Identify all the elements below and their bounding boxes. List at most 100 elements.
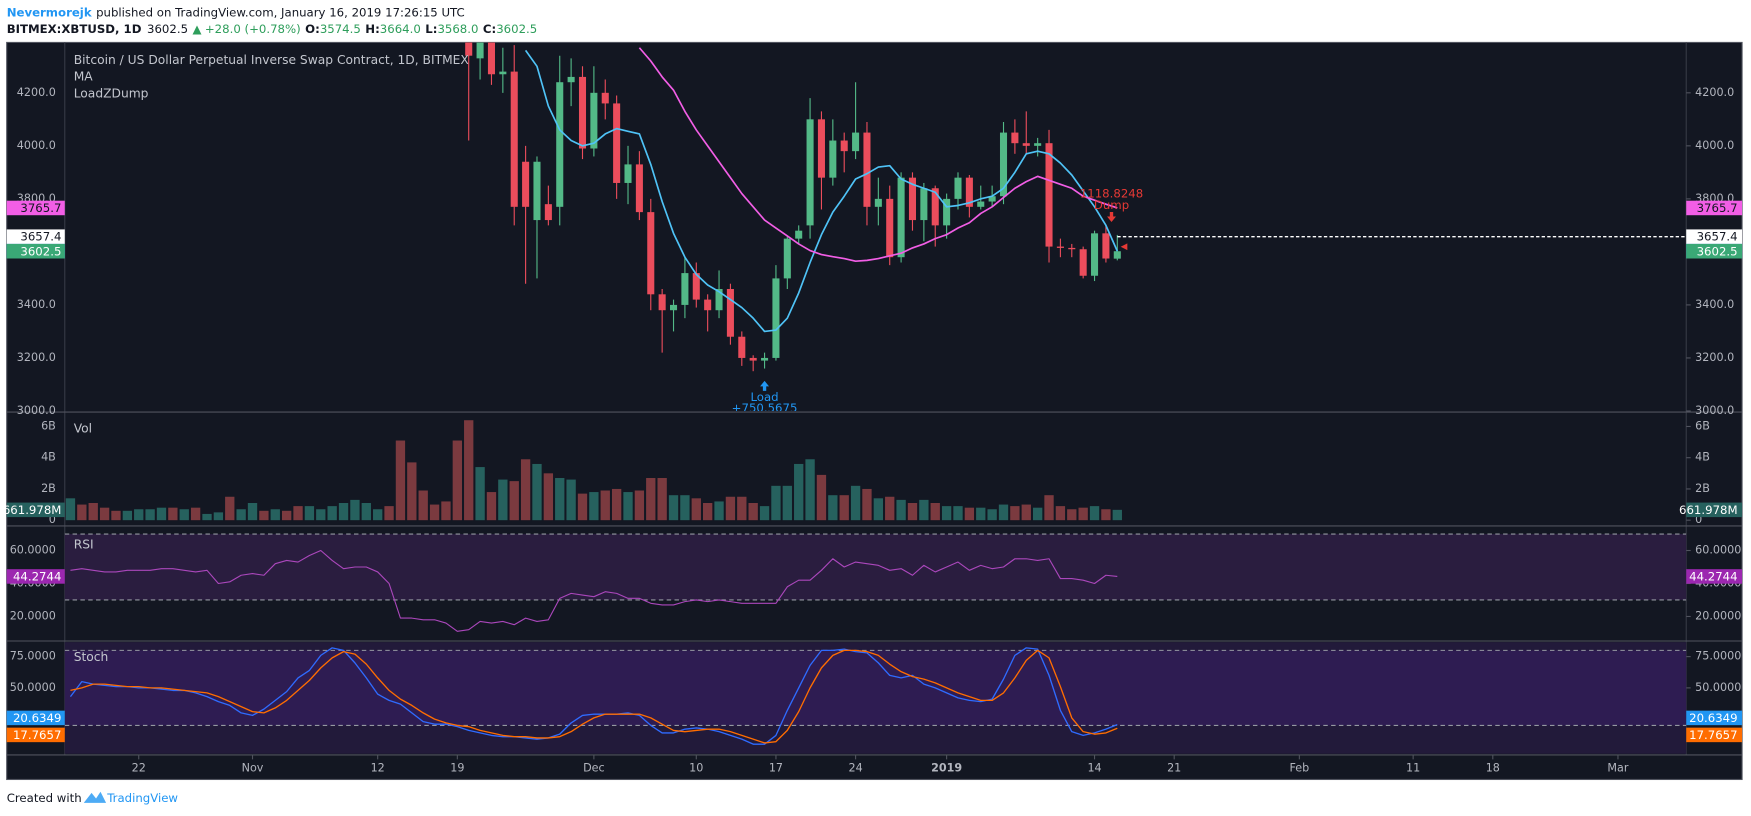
y-tick-label: 4200.0 (17, 86, 56, 99)
value-box-label: 44.2744 (1689, 570, 1737, 584)
high-label: H: (365, 22, 380, 36)
y-tick-label: 4000.0 (1695, 139, 1734, 152)
value-box (6, 229, 65, 244)
volume-bar (259, 510, 269, 521)
candle-body (988, 196, 996, 202)
volume-bar (190, 507, 201, 521)
y-tick-label: 20.0000 (10, 609, 56, 622)
volume-bar (532, 463, 542, 521)
candle-body (601, 92, 609, 104)
volume-bar (725, 496, 736, 521)
volume-bar (1044, 495, 1054, 521)
moving-average (638, 47, 1118, 263)
volume-bar (407, 462, 417, 521)
annotation-arrow (1107, 211, 1116, 223)
up-arrow: ▲ (193, 22, 202, 36)
y-tick-label: 50.0000 (10, 681, 56, 694)
volume-bar (361, 502, 371, 521)
volume-bar (987, 509, 997, 521)
publish-info: published on TradingView.com, January 16… (96, 5, 465, 19)
x-tick-label: 21 (1167, 761, 1181, 774)
candle-body (783, 238, 791, 279)
value-box (1686, 710, 1743, 726)
volume-bar (429, 504, 440, 521)
volume-bar (270, 509, 280, 521)
volume-bar (634, 490, 645, 521)
volume-bar (782, 485, 792, 521)
volume-bar (247, 502, 258, 521)
volume-bar (520, 459, 531, 521)
y-tick-label: 2B (41, 482, 56, 495)
candle-body (1022, 143, 1030, 146)
x-tick-label: Nov (242, 761, 264, 774)
moving-average (524, 49, 1119, 333)
volume-bar (168, 507, 178, 521)
volume-bar (566, 479, 576, 521)
candle-body (715, 289, 723, 311)
volume-bar (805, 459, 815, 521)
candle-body (487, 42, 495, 75)
candle-body (726, 289, 734, 337)
stoch-line (69, 647, 1118, 745)
y-tick-label: 4B (41, 451, 56, 464)
x-tick-label: 17 (769, 761, 783, 774)
candle-body (852, 132, 860, 152)
volume-bar (293, 506, 303, 521)
volume-bar (373, 509, 383, 521)
volume-bar (862, 488, 872, 521)
y-tick-label: 4B (1695, 451, 1710, 464)
tradingview-logo (83, 791, 107, 803)
volume-bar (350, 499, 360, 521)
volume-bar (441, 501, 451, 521)
symbol-line: BITMEX:XBTUSD, 1D 3602.5 ▲ +28.0 (+0.78%) O:… (7, 22, 538, 36)
volume-bar (88, 502, 98, 521)
rsi-line (70, 549, 1118, 632)
volume-bar (646, 478, 656, 521)
value-box-label: 3765.7 (20, 201, 61, 215)
x-tick-label: 10 (689, 761, 703, 774)
volume-bar (202, 513, 212, 521)
candle-body (1034, 143, 1042, 146)
volume-bar (99, 507, 110, 521)
candle-body (886, 198, 894, 258)
candle-body (897, 177, 905, 258)
volume-bar (816, 474, 827, 521)
candle-body (863, 132, 871, 207)
y-tick-label: 0 (1695, 513, 1702, 526)
author[interactable]: Nevermorejk (7, 5, 93, 19)
value-box (6, 710, 65, 726)
candle-body (817, 119, 825, 178)
candle-body (465, 42, 473, 56)
value-box-label: 3765.7 (1697, 201, 1738, 215)
value-box (1686, 727, 1743, 743)
volume-bar (1112, 509, 1122, 521)
candle-body (533, 161, 541, 221)
annotation-arrow (760, 380, 770, 391)
volume-bar (555, 478, 565, 521)
value-box-label: 3602.5 (1697, 244, 1738, 258)
volume-bar (111, 510, 121, 521)
y-tick-label: 3400.0 (17, 298, 56, 311)
volume-bar (281, 510, 292, 521)
volume-bar (702, 502, 713, 521)
value-box-label: 3657.4 (20, 230, 61, 244)
x-tick-label: Mar (1607, 761, 1628, 774)
volume-bar (885, 496, 895, 521)
volume-bar (236, 509, 246, 521)
candle-body (670, 304, 678, 311)
volume-bar (896, 499, 906, 521)
y-tick-label: 75.0000 (1695, 650, 1741, 663)
y-tick-label: 2B (1695, 482, 1710, 495)
candle-body (590, 92, 598, 149)
volume-bar (384, 506, 394, 521)
footer-brand[interactable]: TradingView (106, 791, 178, 805)
volume-bar (452, 440, 462, 521)
candle-body (556, 82, 564, 207)
volume-bar (225, 496, 235, 521)
y-tick-label: 20.0000 (1695, 609, 1741, 622)
y-tick-label: 60.0000 (10, 544, 56, 557)
y-tick-label: 3400.0 (1695, 298, 1734, 311)
volume-bar (828, 495, 838, 521)
